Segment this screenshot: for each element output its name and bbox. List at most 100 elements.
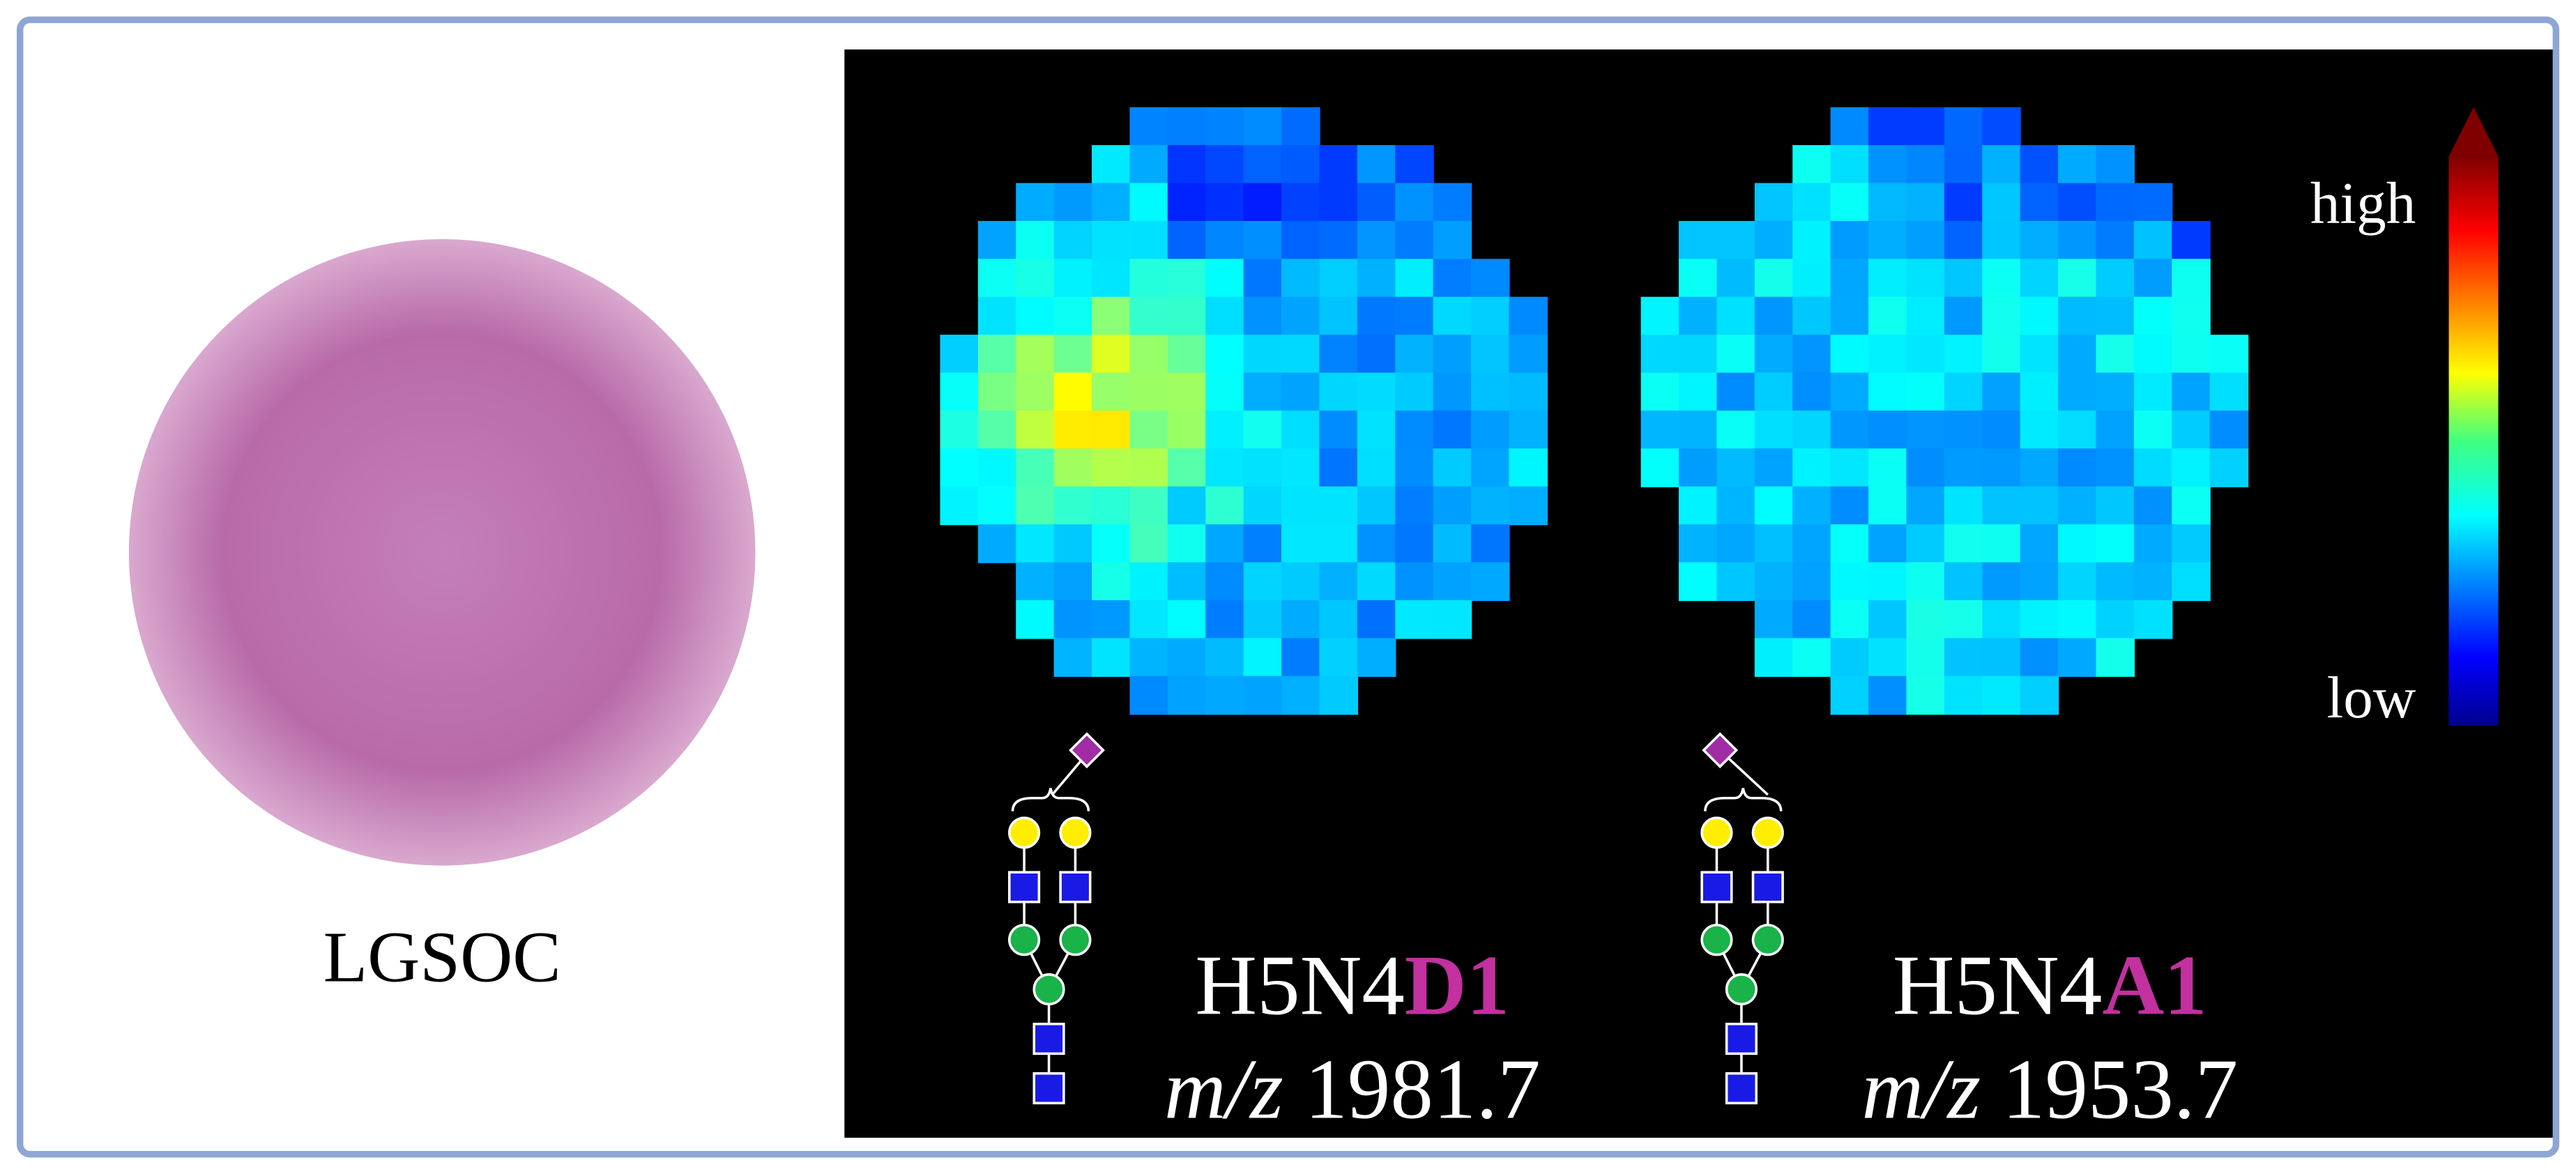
pixel xyxy=(1830,562,1870,602)
pixel xyxy=(940,448,980,487)
pixel xyxy=(1982,638,2021,677)
pixel xyxy=(1868,107,1907,146)
pixel xyxy=(2096,524,2135,563)
pixel xyxy=(2133,183,2173,222)
pixel xyxy=(977,410,1017,450)
pixel xyxy=(2096,600,2135,639)
pixel xyxy=(1982,296,2021,336)
pixel xyxy=(1982,600,2021,639)
pixel xyxy=(1471,448,1510,487)
pixel xyxy=(1792,524,1831,563)
pixel xyxy=(1944,638,1983,677)
pixel xyxy=(1053,296,1093,336)
pixel xyxy=(1433,183,1472,222)
pixel xyxy=(1754,296,1794,336)
composition: H5N4 xyxy=(1195,938,1405,1033)
pixel xyxy=(1471,259,1510,298)
pixel xyxy=(1716,372,1756,412)
pixel xyxy=(1679,335,1718,374)
pixel xyxy=(1395,410,1434,450)
pixel xyxy=(2020,600,2059,639)
pixel xyxy=(1868,259,1907,298)
pixel xyxy=(1716,562,1756,602)
pixel xyxy=(2058,145,2097,184)
pixel xyxy=(1716,410,1756,450)
pixel xyxy=(1319,296,1359,336)
pixel xyxy=(1433,562,1472,602)
pixel xyxy=(1205,524,1244,563)
pixel xyxy=(2172,562,2211,602)
pixel xyxy=(1243,562,1283,602)
pixel xyxy=(1205,220,1244,260)
pixel xyxy=(1982,107,2021,146)
pixel xyxy=(1053,335,1093,374)
pixel xyxy=(1906,448,1946,487)
pixel xyxy=(1679,220,1718,260)
pixel xyxy=(1357,600,1396,639)
pixel xyxy=(1754,183,1794,222)
pixel xyxy=(1982,524,2021,563)
colorbar xyxy=(2448,156,2499,726)
pixel xyxy=(1243,448,1283,487)
pixel xyxy=(2058,486,2097,526)
pixel xyxy=(1167,410,1207,450)
pixel xyxy=(1433,296,1472,336)
pixel xyxy=(1509,486,1548,526)
pixel xyxy=(1357,410,1396,450)
pixel xyxy=(1053,524,1093,563)
pixel xyxy=(1053,562,1093,602)
pixel xyxy=(1243,259,1283,298)
pixel xyxy=(1281,562,1320,602)
pixel xyxy=(1906,183,1946,222)
pixel xyxy=(2020,259,2059,298)
pixel xyxy=(1716,296,1756,336)
pixel xyxy=(1092,638,1131,677)
pixel xyxy=(1868,220,1907,260)
pixel xyxy=(1205,372,1244,412)
pixel xyxy=(977,372,1017,412)
pixel xyxy=(1679,296,1718,336)
pixel xyxy=(1792,562,1831,602)
pixel xyxy=(1868,145,1907,184)
pixel xyxy=(2133,410,2173,450)
pixel xyxy=(1679,524,1718,563)
pixel xyxy=(1053,600,1093,639)
pixel xyxy=(1281,183,1320,222)
pixel xyxy=(1792,372,1831,412)
pixel xyxy=(1944,562,1983,602)
pixel xyxy=(1357,259,1396,298)
pixel xyxy=(1395,296,1434,336)
pixel xyxy=(2209,410,2249,450)
pixel xyxy=(1471,296,1510,336)
pixel xyxy=(1906,562,1946,602)
pixel xyxy=(1016,296,1055,336)
pixel xyxy=(1053,638,1093,677)
pixel xyxy=(1906,296,1946,336)
composition: H5N4 xyxy=(1893,938,2103,1033)
pixel xyxy=(1868,335,1907,374)
pixel xyxy=(1982,183,2021,222)
pixel xyxy=(1319,335,1359,374)
pixel xyxy=(1092,220,1131,260)
pixel xyxy=(2172,335,2211,374)
pixel xyxy=(1906,372,1946,412)
pixel xyxy=(1471,410,1510,450)
tissue-core xyxy=(128,238,756,866)
pixel xyxy=(1357,296,1396,336)
pixel xyxy=(2020,524,2059,563)
pixel xyxy=(1433,372,1472,412)
pixel xyxy=(1092,335,1131,374)
pixel xyxy=(1319,524,1359,563)
pixel xyxy=(940,335,980,374)
pixel xyxy=(1357,372,1396,412)
colorbar-low: low xyxy=(2327,665,2416,731)
pixel xyxy=(1016,335,1055,374)
pixel xyxy=(1471,486,1510,526)
pixel xyxy=(1092,562,1131,602)
pixel xyxy=(1944,296,1983,336)
pixel xyxy=(1129,335,1169,374)
pixel xyxy=(1830,335,1870,374)
pixel xyxy=(1167,183,1207,222)
pixel xyxy=(2096,486,2135,526)
pixel xyxy=(1281,335,1320,374)
